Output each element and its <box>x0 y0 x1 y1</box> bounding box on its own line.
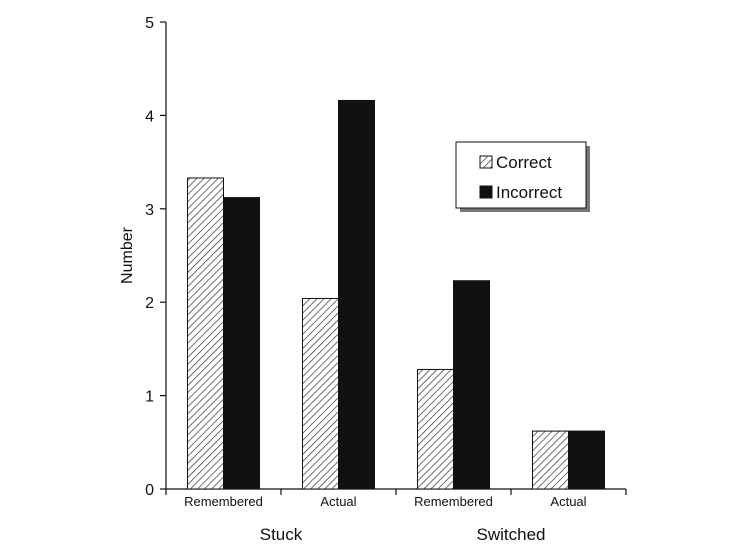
y-axis-label: Number <box>119 226 136 284</box>
y-tick-label: 5 <box>145 15 154 32</box>
x-category-label: Actual <box>320 494 356 509</box>
x-category-label: Remembered <box>184 494 263 509</box>
y-tick-label: 1 <box>145 389 154 406</box>
y-tick-label: 2 <box>145 295 154 312</box>
bar-incorrect-3 <box>568 430 605 490</box>
legend-label-incorrect: Incorrect <box>496 183 562 202</box>
bars <box>187 99 605 490</box>
labels: Number Remembered Actual Remembered Actual St… <box>119 226 587 544</box>
legend-swatch-correct <box>479 155 493 169</box>
legend-box <box>455 141 587 209</box>
y-tick-label: 4 <box>145 108 154 125</box>
bar-incorrect-1 <box>338 99 375 490</box>
bar-correct-3 <box>532 430 569 490</box>
x-category-label: Actual <box>550 494 586 509</box>
group-label-switched: Switched <box>477 525 546 544</box>
y-tick-label: 0 <box>145 482 154 499</box>
bar-correct-2 <box>417 368 454 490</box>
bar-correct-0 <box>187 177 224 490</box>
group-label-stuck: Stuck <box>260 525 303 544</box>
bar-incorrect-0 <box>223 197 260 490</box>
legend: Correct Incorrect <box>455 141 590 212</box>
legend-swatch-incorrect <box>479 185 493 199</box>
x-category-label: Remembered <box>414 494 493 509</box>
bar-correct-1 <box>302 297 339 490</box>
bar-incorrect-2 <box>453 280 490 490</box>
y-tick-label: 3 <box>145 202 154 219</box>
legend-label-correct: Correct <box>496 153 552 172</box>
